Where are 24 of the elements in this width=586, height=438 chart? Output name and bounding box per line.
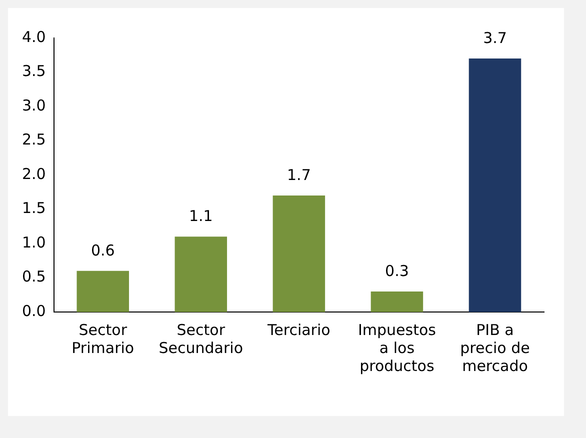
y-tick-label: 3.0 [22, 96, 46, 114]
data-label: 1.7 [287, 166, 311, 184]
x-tick-label: PIB a precio de mercado [460, 320, 530, 375]
y-tick-label: 2.0 [22, 164, 46, 183]
data-label: 0.6 [90, 241, 115, 260]
y-tick-label: 1.5 [22, 199, 46, 218]
y-tick-label: 0.5 [22, 268, 46, 286]
y-tick-label: 0.0 [22, 302, 46, 320]
bar [468, 58, 522, 312]
bar [76, 270, 129, 312]
y-tick-label: 2.5 [22, 130, 46, 149]
x-tick-label: Sector Primario [72, 320, 134, 357]
y-tick-label: 4.0 [22, 28, 46, 46]
data-label: 1.1 [188, 207, 213, 226]
x-tick-label: Impuestos a los productos [358, 320, 436, 375]
bar [370, 291, 424, 312]
y-tick-label: 1.0 [22, 233, 46, 252]
bar [272, 196, 326, 312]
x-tick-label: Sector Secundario [158, 320, 244, 357]
data-label: 0.3 [385, 262, 409, 280]
x-tick-label: Terciario [266, 320, 330, 339]
bar [174, 236, 228, 312]
data-label: 3.7 [483, 28, 507, 47]
y-tick-label: 3.5 [22, 62, 46, 80]
